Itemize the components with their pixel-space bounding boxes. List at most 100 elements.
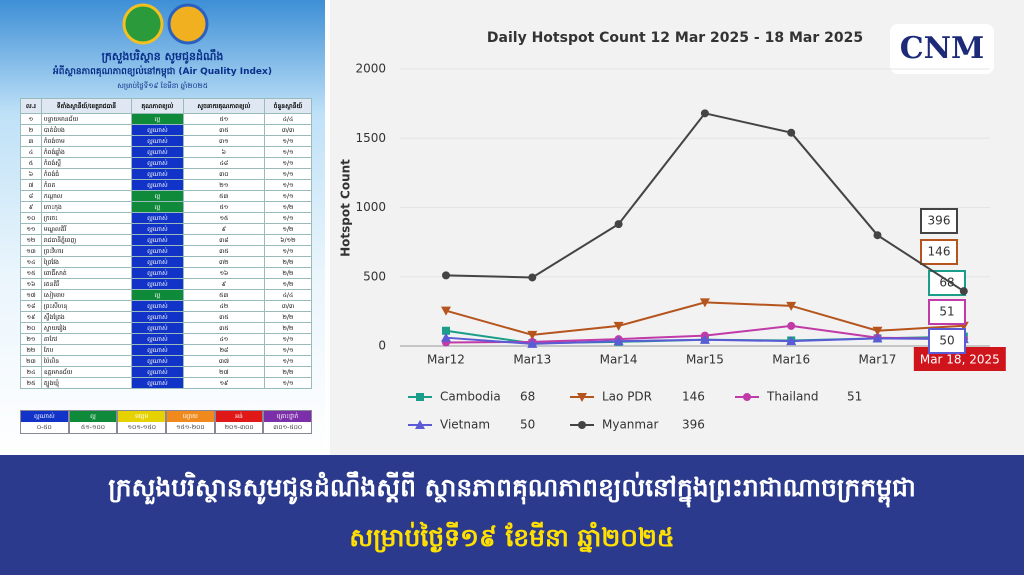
table-cell: ៦ xyxy=(20,168,42,180)
table-row: ១បន្ទាយមានជ័យ ល្អ ៥១ ៤/៤ xyxy=(20,113,313,125)
table-cell: ល្អណាស់ xyxy=(131,355,184,367)
table-cell: ២០ xyxy=(20,322,42,334)
table-cell: ៦/១២ xyxy=(263,234,313,246)
banner-line2: សម្រាប់ថ្ងៃទី១៩ ខែមីនា ឆ្នាំ២០២៥ xyxy=(349,523,675,552)
table-cell: ៣៥ xyxy=(182,124,265,136)
table-cell: ២៧ xyxy=(182,366,265,378)
table-cell: ២១ xyxy=(182,179,265,191)
table-cell: ល្អ xyxy=(131,113,184,125)
table-row: ១០ ក្រចេះ ល្អណាស់ ១៥ ១/១ xyxy=(20,212,313,224)
tooltip-value: 50 xyxy=(939,334,954,348)
legend-label: ល្អ xyxy=(69,411,117,422)
table-cell: ក្រចេះ xyxy=(40,212,133,224)
legend-name: Vietnam xyxy=(440,418,490,432)
marker xyxy=(578,421,586,429)
logos xyxy=(122,3,209,45)
legend-name: Myanmar xyxy=(602,418,658,432)
table-cell: ១/១ xyxy=(263,245,313,257)
logo-box xyxy=(890,24,994,74)
table-row: ១៨ ព្រះសីហនុ ល្អណាស់ ៤២ ៣/៣ xyxy=(20,300,313,312)
table-cell: ១៩ xyxy=(20,311,42,323)
table-cell: តាកែវ xyxy=(40,333,133,345)
table-cell: ៣/៣ xyxy=(263,124,313,136)
table-cell: ល្អ xyxy=(131,190,184,202)
legend-label: គ្រោះថ្នាក់ xyxy=(264,411,312,422)
marker xyxy=(699,334,710,344)
marker xyxy=(614,220,623,229)
table-row: ២៥ ត្បូងឃ្មុំ ល្អណាស់ ១៩ ១/១ xyxy=(20,377,313,389)
chart-bg xyxy=(330,0,1024,455)
header-row: ល.រ ទីតាំងស្ថានីយ៍/ខេត្តរាជធានី គុណភាពខ្យល… xyxy=(20,98,313,114)
column-header: ទីតាំងស្ថានីយ៍/ខេត្តរាជធានី xyxy=(40,98,133,114)
table-cell: ល្អណាស់ xyxy=(131,366,184,378)
legend-value: 51 xyxy=(847,390,862,404)
table-cell: ល្អណាស់ xyxy=(131,146,184,158)
legend-label: មធ្យម xyxy=(118,411,166,422)
table-cell: ៣១ xyxy=(182,135,265,147)
table-row: ១៧ សៀមរាប ល្អ ៥៣ ៤/៤ xyxy=(20,289,313,301)
table-cell: ល្អណាស់ xyxy=(131,179,184,191)
table-cell: ២៤ xyxy=(20,366,42,378)
table-cell: ៣/៣ xyxy=(263,300,313,312)
table-cell: ៤/៤ xyxy=(263,113,313,125)
table-cell: ១/១ xyxy=(263,135,313,147)
table-row: ១៦ រតនគិរី ល្អណាស់៩១/២ xyxy=(20,278,313,290)
table-cell: ១/១ xyxy=(263,190,313,202)
table-cell: ១/១ xyxy=(263,333,313,345)
marker xyxy=(441,306,451,316)
x-tick-label: Mar17 xyxy=(859,353,897,367)
table-cell: ២/២ xyxy=(263,256,313,268)
table-cell: បាត់ដំបង xyxy=(40,124,133,136)
y-axis-label: Hotspot Count xyxy=(339,159,353,257)
table-cell: ២១ xyxy=(20,333,42,345)
table-cell: ១៤ xyxy=(20,256,42,268)
marker xyxy=(441,332,451,342)
table-cell: ត្បូងឃ្មុំ xyxy=(40,377,133,389)
marker xyxy=(873,231,882,240)
table-cell: ៩ xyxy=(182,223,265,235)
marker xyxy=(959,287,968,296)
x-tick-label: Mar16 xyxy=(772,353,810,367)
x-tick-label: Mar13 xyxy=(513,353,551,367)
table-cell: ៥១ xyxy=(182,113,265,125)
table-cell: ១/១ xyxy=(263,212,313,224)
tooltip-box xyxy=(920,208,958,234)
table-cell: ល្អណាស់ xyxy=(131,245,184,257)
legend-item: ល្អណាស់ ០-៥០ xyxy=(20,410,69,434)
table-row: ១៥ ពោធិ៍សាត់ ល្អណាស់ ១៦ ២/២ xyxy=(20,267,313,279)
legend-range: ២០១-៣០០ xyxy=(215,422,263,433)
tooltip-value: 396 xyxy=(928,214,951,228)
legend-item: មធ្យម ១០១-១៥០ xyxy=(117,410,167,434)
y-tick-label: 0 xyxy=(378,339,386,353)
panel-title: ក្រសួងបរិស្ថាន សូមជូនដំណឹង xyxy=(101,50,224,63)
legend-name: Lao PDR xyxy=(602,390,652,404)
aqi-table: ល.រ ទីតាំងស្ថានីយ៍/ខេត្តរាជធានី គុណភាពខ្យល… xyxy=(20,98,313,389)
table-cell: ២២ xyxy=(20,344,42,356)
panel-subtitle: អំពីស្ថានភាពគុណភាពខ្យល់នៅកម្ពុជា (Air Qu… xyxy=(53,67,272,77)
table-cell: ពោធិ៍សាត់ xyxy=(40,267,133,279)
table-cell: ៥១ xyxy=(182,201,265,213)
tooltip-box xyxy=(928,270,966,296)
table-cell: ឧត្ដរមានជ័យ xyxy=(40,366,133,378)
banner: ក្រសួងបរិស្ថានសូមជូនដំណឹងស្តីពី ស្ថានភាព… xyxy=(0,455,1024,575)
table-cell: ១២ xyxy=(20,234,42,246)
marker xyxy=(442,271,450,280)
table-row: ២៣ ប៉ៃលិន ល្អណាស់ ៣៧ ១/១ xyxy=(20,355,313,367)
table-cell: ២៣ xyxy=(20,355,42,367)
table-cell: ២៥ xyxy=(20,377,42,389)
table-cell: ល្អណាស់ xyxy=(131,333,184,345)
table-cell: ៧ xyxy=(20,179,42,191)
table-cell: ល្អណាស់ xyxy=(131,278,184,290)
table-cell: ល្អណាស់ xyxy=(131,135,184,147)
table-row: ៨កណ្ដាល ល្អ ៥៣ ១/១ xyxy=(20,190,313,202)
table-cell: ១៥ xyxy=(182,212,265,224)
table-cell: ៥ xyxy=(20,157,42,169)
table-cell: ២/២ xyxy=(263,267,313,279)
marker xyxy=(786,336,797,346)
table-cell: ២/២ xyxy=(263,366,313,378)
marker xyxy=(872,326,883,336)
table-cell: ៣៥ xyxy=(182,245,265,257)
aqi-legend: ល្អណាស់ ០-៥០ ល្អ ៥១-១០០ មធ្យម ១០១-១៥០ ខ្សោយ ១៥១… xyxy=(20,410,313,434)
table-cell: ២/២ xyxy=(263,311,313,323)
legend-value: 68 xyxy=(520,390,535,404)
